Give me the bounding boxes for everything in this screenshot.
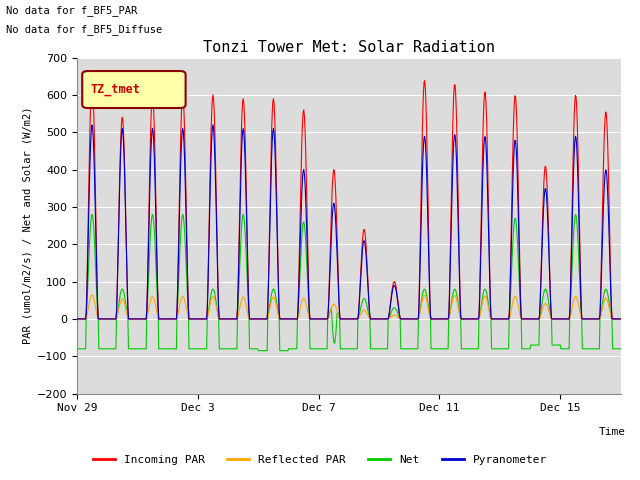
FancyBboxPatch shape: [82, 71, 186, 108]
Text: Time: Time: [599, 427, 626, 437]
Text: TZ_tmet: TZ_tmet: [90, 83, 140, 96]
Text: No data for f_BF5_PAR: No data for f_BF5_PAR: [6, 5, 138, 16]
Legend: Incoming PAR, Reflected PAR, Net, Pyranometer: Incoming PAR, Reflected PAR, Net, Pyrano…: [88, 451, 552, 469]
Text: No data for f_BF5_Diffuse: No data for f_BF5_Diffuse: [6, 24, 163, 35]
Title: Tonzi Tower Met: Solar Radiation: Tonzi Tower Met: Solar Radiation: [203, 40, 495, 55]
Y-axis label: PAR (umol/m2/s) / Net and Solar (W/m2): PAR (umol/m2/s) / Net and Solar (W/m2): [22, 107, 33, 344]
